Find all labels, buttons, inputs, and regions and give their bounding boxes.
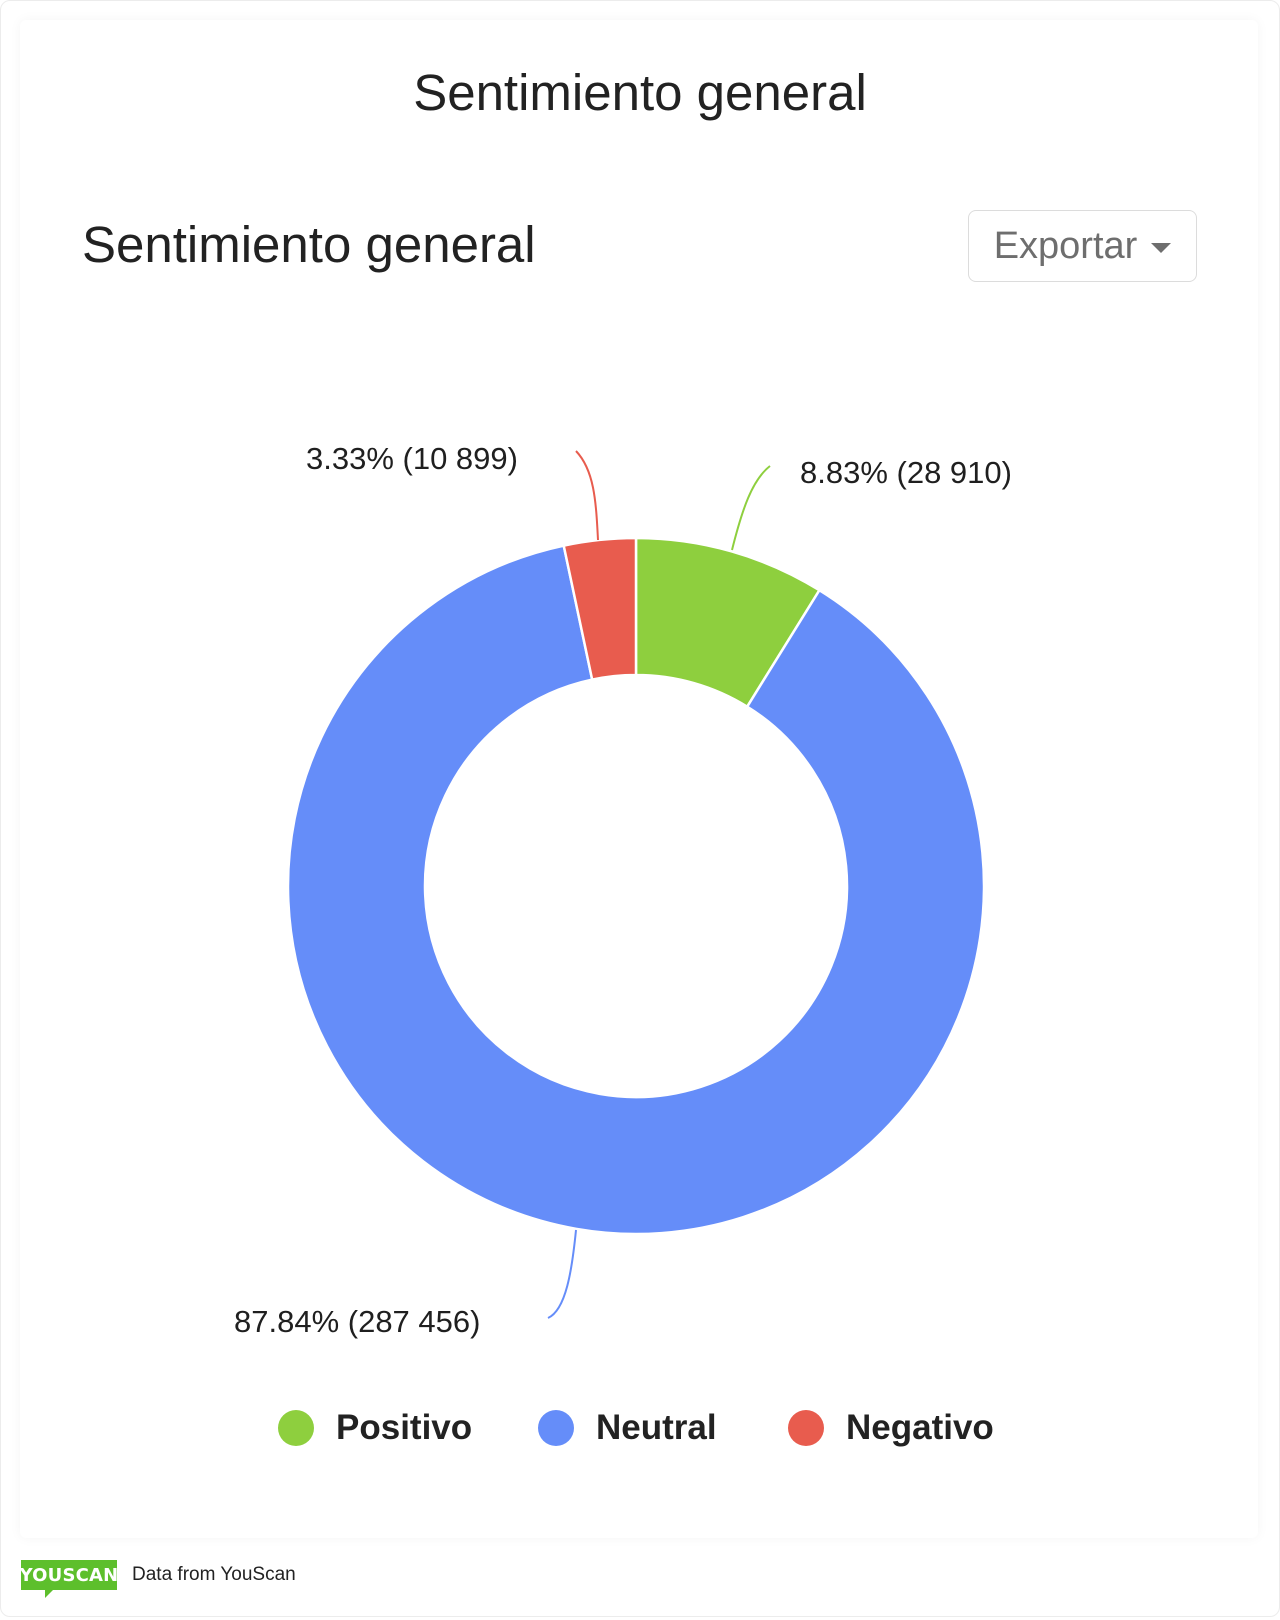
- page-title: Sentimiento general: [413, 64, 867, 121]
- data-label-neutral: 87.84% (287 456): [234, 1304, 481, 1339]
- legend-dot-positivo: [278, 1410, 314, 1446]
- legend-dot-neutral: [538, 1410, 574, 1446]
- legend-label: Neutral: [596, 1408, 717, 1447]
- footer: YOUSCAN Data from YouScan: [20, 1560, 296, 1600]
- data-label-positivo: 8.83% (28 910): [800, 455, 1012, 490]
- connector-neutral: [547, 1229, 577, 1319]
- export-dropdown-button[interactable]: Exportar: [968, 210, 1197, 282]
- donut-slice-neutral[interactable]: [286, 544, 986, 1236]
- donut-slice-negativo[interactable]: [562, 536, 638, 682]
- legend-label: Negativo: [846, 1408, 994, 1447]
- youscan-logo: YOUSCAN: [20, 1560, 118, 1598]
- caret-down-icon: [1151, 243, 1172, 253]
- data-label-negativo: 3.33% (10 899): [306, 441, 518, 476]
- export-label: Exportar: [993, 224, 1138, 267]
- legend-item-negativo[interactable]: Negativo: [788, 1406, 994, 1450]
- legend-item-positivo[interactable]: Positivo: [278, 1406, 472, 1450]
- legend-label: Positivo: [336, 1408, 473, 1447]
- chart-legend: Positivo Neutral Negativo: [0, 1406, 1280, 1450]
- data-source-credit: Data from YouScan: [132, 1564, 296, 1585]
- connector-negativo: [575, 450, 599, 541]
- legend-dot-negativo: [788, 1410, 824, 1446]
- legend-item-neutral[interactable]: Neutral: [538, 1406, 717, 1450]
- widget-title: Sentimiento general: [82, 216, 536, 273]
- connector-positivo: [731, 465, 771, 551]
